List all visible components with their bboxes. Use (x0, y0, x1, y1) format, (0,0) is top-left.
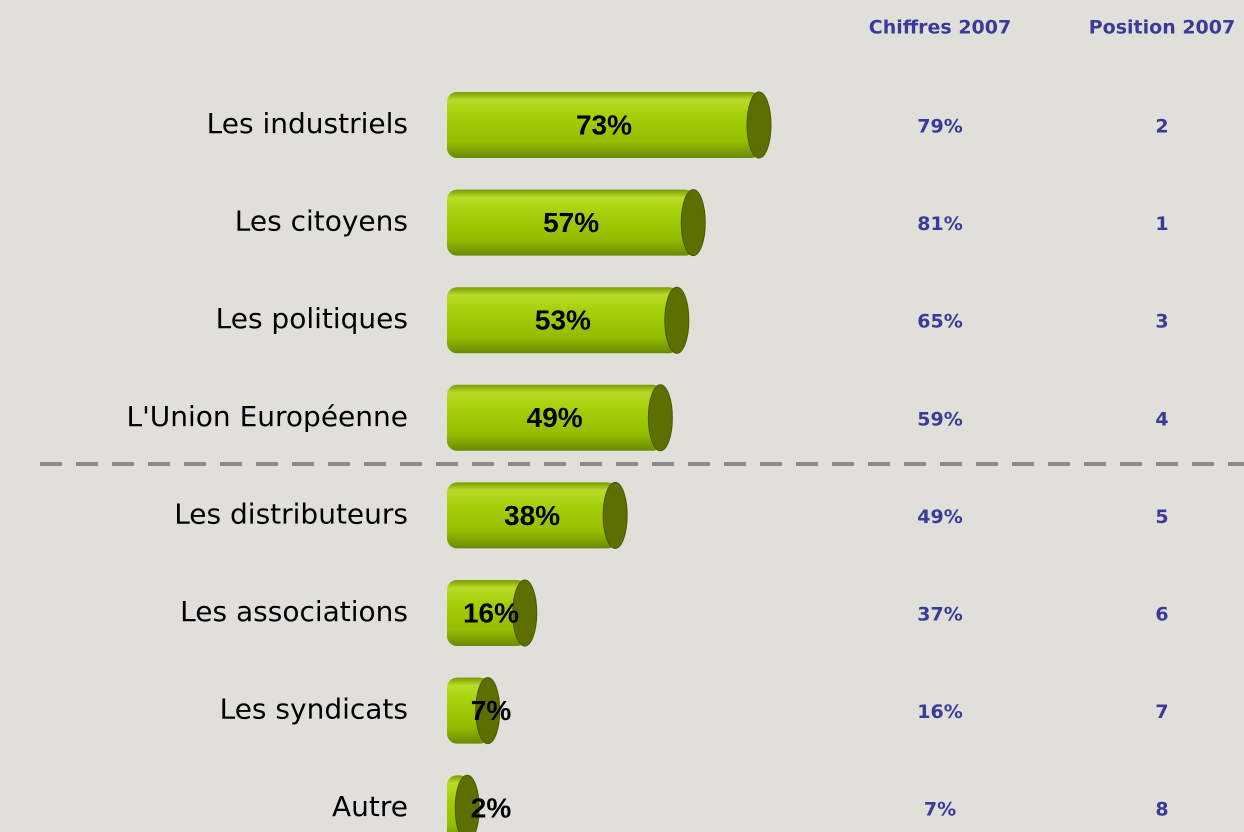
bar-value-label: 7% (471, 695, 512, 726)
column-value: 7 (1155, 701, 1168, 723)
category-label: Les distributeurs (174, 497, 408, 530)
column-value: 1 (1155, 213, 1168, 235)
bar-cap (746, 91, 772, 159)
bar (447, 287, 679, 354)
category-label: Les citoyens (235, 205, 408, 238)
category-label: Les associations (180, 595, 408, 628)
column-value: 65% (917, 311, 962, 333)
column-value: 16% (917, 701, 962, 723)
bar-cap (512, 579, 538, 647)
bar (447, 92, 761, 158)
bar (447, 189, 696, 256)
bar-cap (647, 384, 673, 452)
category-label: L'Union Européenne (126, 400, 408, 433)
column-value: 7% (924, 799, 956, 821)
category-label: Les industriels (207, 107, 408, 140)
column-value: 4 (1155, 408, 1168, 430)
category-label: Les syndicats (220, 693, 408, 726)
bar-value-label: 2% (471, 793, 512, 824)
column-value: 3 (1155, 311, 1168, 333)
bar-value-label: 49% (527, 402, 583, 433)
bar-value-label: 53% (535, 305, 591, 336)
column-value: 2 (1155, 116, 1168, 138)
column-value: 8 (1155, 799, 1168, 821)
bar-value-label: 73% (576, 109, 632, 140)
bar-cap (602, 481, 628, 549)
column-value: 59% (917, 408, 962, 430)
bar-cap (664, 286, 690, 354)
column-header: Position 2007 (1089, 17, 1235, 39)
column-value: 49% (917, 506, 962, 528)
bar-cap (475, 677, 501, 745)
column-value: 79% (917, 116, 962, 138)
column-value: 81% (917, 213, 962, 235)
column-header: Chiffres 2007 (869, 17, 1011, 39)
bar (447, 482, 618, 549)
bar (447, 384, 663, 451)
column-value: 6 (1155, 604, 1168, 626)
category-label: Autre (332, 790, 408, 823)
bar-value-label: 57% (543, 207, 599, 238)
bar-cap (680, 189, 706, 257)
column-value: 5 (1155, 506, 1168, 528)
category-label: Les politiques (216, 302, 408, 335)
bar (447, 580, 527, 646)
column-value: 37% (917, 604, 962, 626)
bar-cap (454, 774, 480, 832)
bar-value-label: 38% (504, 500, 560, 531)
bar-value-label: 16% (463, 597, 519, 628)
